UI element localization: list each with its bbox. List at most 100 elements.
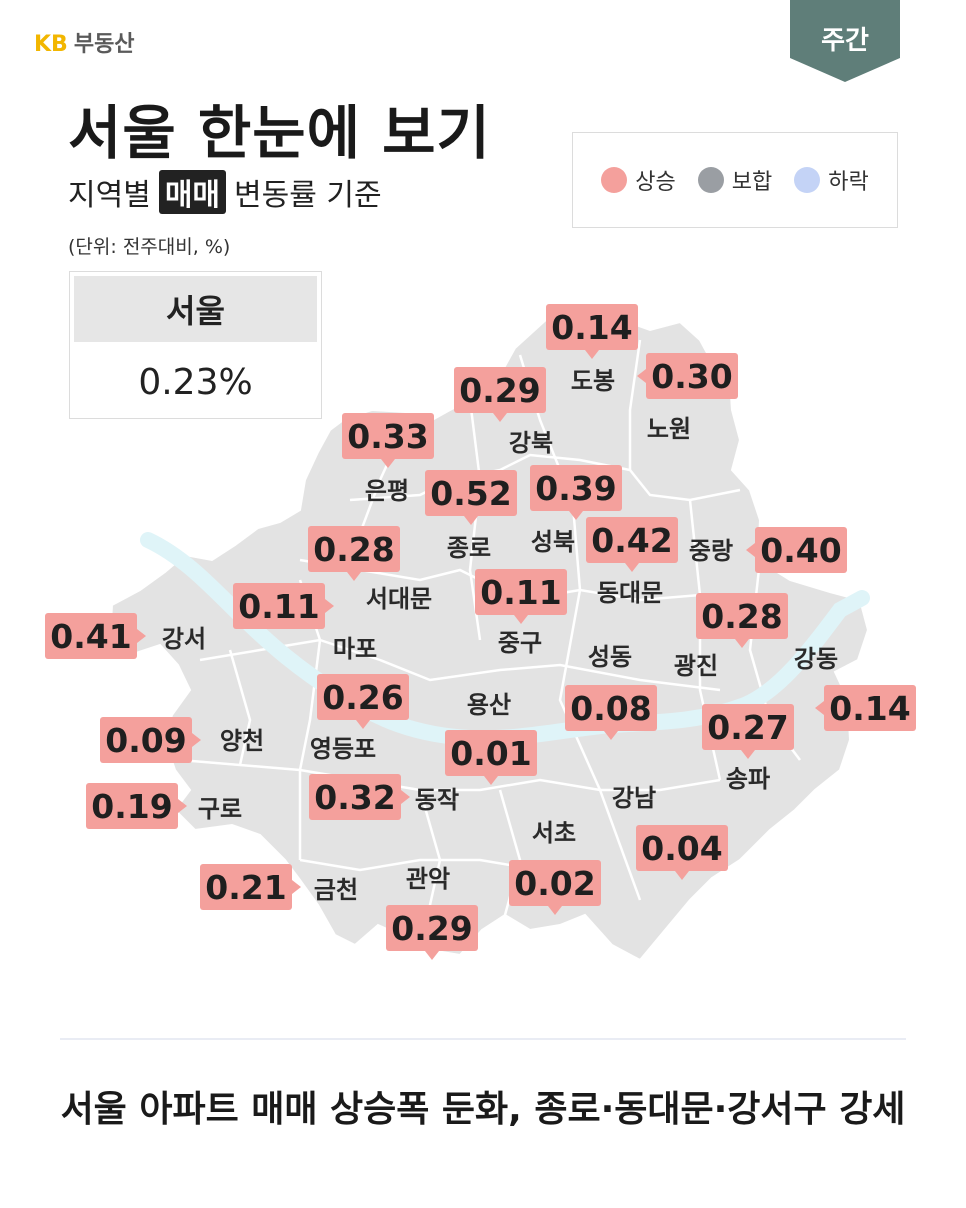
district-badge (342, 413, 434, 459)
district-value: 0.02 (514, 864, 595, 903)
district-value: 0.21 (205, 868, 286, 907)
district-4[interactable]: 0.52 종로 (425, 470, 517, 562)
district-badge (475, 569, 567, 615)
district-name: 노원 (647, 415, 691, 443)
seoul-district-map: 0.14 도봉 0.30 노원 0.29 강북 0.33 은평 0.52 종로 0.39 성북 0.42… (45, 304, 916, 962)
district-value: 0.11 (238, 587, 319, 626)
district-badge (45, 613, 137, 659)
district-name: 서대문 (366, 585, 432, 613)
legend-item-fall: 하락 (794, 164, 869, 196)
district-badge-pointer (815, 701, 824, 715)
district-name: 강남 (612, 784, 656, 812)
legend-dot-rise (601, 167, 628, 193)
district-6[interactable]: 0.42 동대문 (586, 517, 678, 607)
district-value: 0.26 (322, 678, 403, 717)
district-24[interactable]: 0.29 관악 (386, 865, 478, 960)
district-0[interactable]: 0.14 도봉 (546, 304, 638, 395)
district-23[interactable]: 0.21 금천 (200, 864, 358, 910)
district-20[interactable]: 0.32 동작 (309, 774, 459, 820)
district-badge (546, 304, 638, 350)
district-7[interactable]: 0.40 중랑 (689, 527, 847, 573)
district-name: 영등포 (310, 735, 376, 763)
district-badge (445, 730, 537, 776)
district-value: 0.14 (829, 689, 910, 728)
district-2[interactable]: 0.29 강북 (454, 367, 553, 457)
subtitle-after: 변동률 기준 (234, 178, 382, 213)
period-tab-label: 주간 (821, 26, 869, 56)
subtitle-before: 지역별 (68, 178, 151, 213)
page-title: 서울 한눈에 보기 (68, 99, 491, 167)
district-badge-pointer (675, 871, 689, 880)
district-badge (530, 465, 622, 511)
district-value: 0.14 (551, 308, 632, 347)
district-15[interactable]: 0.01 용산 (445, 691, 537, 785)
district-1[interactable]: 0.30 노원 (637, 353, 738, 443)
district-value: 0.40 (760, 531, 841, 570)
district-value: 0.33 (347, 417, 428, 456)
district-badge-pointer (585, 350, 599, 359)
district-name: 강서 (162, 625, 206, 653)
district-name: 강동 (794, 645, 838, 673)
district-value: 0.11 (480, 573, 561, 612)
page-subtitle: 지역별 매매 변동률 기준 (68, 170, 382, 214)
brand-name: 부동산 (73, 32, 135, 57)
district-12[interactable]: 0.28 광진 (674, 593, 788, 680)
district-value: 0.39 (535, 469, 616, 508)
district-13[interactable]: 0.14 강동 (794, 645, 916, 731)
district-badge (702, 704, 794, 750)
district-badge (317, 674, 409, 720)
district-17[interactable]: 0.09 양천 (100, 717, 264, 763)
district-badge-pointer (381, 459, 395, 468)
unit-note: (단위: 전주대비, %) (68, 236, 231, 258)
district-name: 종로 (447, 534, 491, 562)
district-18[interactable]: 0.27 송파 (702, 704, 794, 793)
district-badge (454, 367, 546, 413)
district-badge-pointer (425, 951, 439, 960)
district-name: 송파 (726, 765, 770, 793)
district-labels: 0.14 도봉 0.30 노원 0.29 강북 0.33 은평 0.52 종로 0.39 성북 0.42… (45, 304, 916, 960)
district-badge-pointer (401, 790, 410, 804)
district-name: 구로 (198, 795, 242, 823)
legend-dot-fall (794, 167, 821, 193)
district-badge-pointer (735, 639, 749, 648)
district-21[interactable]: 0.04 강남 (612, 784, 728, 880)
district-badge (636, 825, 728, 871)
district-3[interactable]: 0.33 은평 (342, 413, 434, 505)
district-16[interactable]: 0.26 영등포 (310, 674, 409, 763)
district-badge-pointer (137, 629, 146, 643)
district-10[interactable]: 0.11 마포 (233, 583, 377, 663)
district-name: 관악 (406, 865, 450, 893)
district-name: 중구 (498, 629, 542, 657)
district-5[interactable]: 0.39 성북 (530, 465, 622, 556)
district-value: 0.29 (459, 371, 540, 410)
district-badge (646, 353, 738, 399)
district-name: 동대문 (597, 579, 663, 607)
headline: 서울 아파트 매매 상승폭 둔화, 종로·동대문·강서구 강세 (60, 1089, 906, 1130)
seoul-summary-label: 서울 (74, 276, 317, 342)
legend-label-flat: 보합 (731, 170, 773, 195)
period-tab[interactable]: 주간 (790, 0, 900, 82)
district-name: 강북 (509, 429, 553, 457)
district-name: 서초 (532, 819, 576, 847)
district-badge-pointer (464, 516, 478, 525)
district-badge (565, 685, 657, 731)
district-value: 0.30 (651, 357, 732, 396)
district-value: 0.28 (313, 530, 394, 569)
district-11[interactable]: 0.41 강서 (45, 613, 206, 659)
district-8[interactable]: 0.28 서대문 (308, 526, 432, 613)
district-name: 마포 (333, 635, 377, 663)
district-badge-pointer (637, 369, 646, 383)
district-badge-pointer (741, 750, 755, 759)
district-name: 양천 (220, 727, 264, 755)
district-value: 0.29 (391, 909, 472, 948)
district-badge-pointer (325, 599, 334, 613)
district-9[interactable]: 0.11 중구 (475, 569, 567, 657)
district-14[interactable]: 0.08 성동 (565, 643, 657, 740)
district-badge (386, 905, 478, 951)
district-value: 0.09 (105, 721, 186, 760)
district-badge-pointer (514, 615, 528, 624)
district-22[interactable]: 0.02 서초 (509, 819, 601, 915)
district-name: 금천 (314, 876, 358, 904)
district-name: 은평 (365, 477, 409, 505)
district-19[interactable]: 0.19 구로 (86, 783, 242, 829)
